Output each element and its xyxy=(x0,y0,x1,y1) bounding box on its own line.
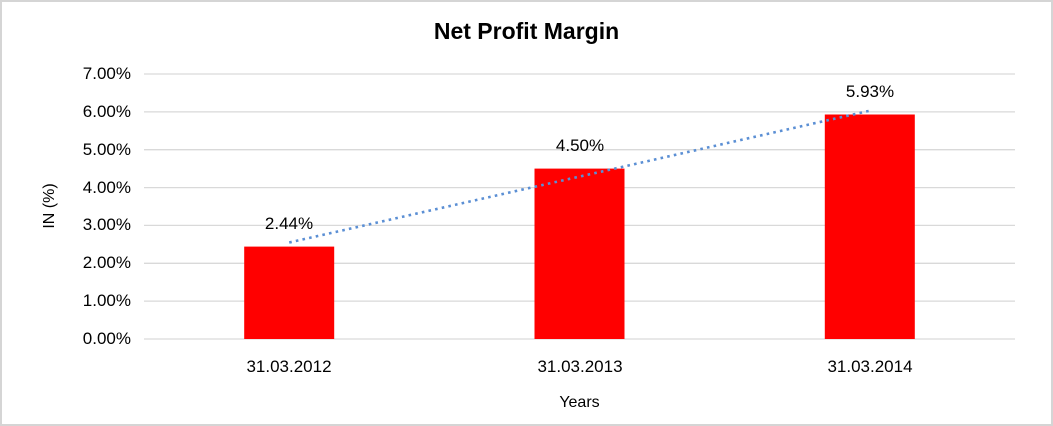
x-axis-title: Years xyxy=(559,394,600,411)
y-tick-label: 0.00% xyxy=(82,329,131,348)
y-tick-label: 3.00% xyxy=(82,215,131,234)
y-tick-label: 4.00% xyxy=(82,178,131,197)
bar-31.03.2014 xyxy=(824,114,915,339)
y-tick-label: 2.00% xyxy=(82,253,131,272)
chart-title: Net Profit Margin xyxy=(433,18,620,44)
x-category-label: 31.03.2014 xyxy=(827,357,913,376)
x-category-label: 31.03.2013 xyxy=(537,357,623,376)
bar-data-label: 5.93% xyxy=(845,82,895,101)
y-tick-label: 1.00% xyxy=(82,291,131,310)
y-tick-label: 5.00% xyxy=(82,140,131,159)
y-tick-label: 7.00% xyxy=(82,64,131,83)
y-tick-label: 6.00% xyxy=(82,102,131,121)
bar-31.03.2013 xyxy=(534,168,625,339)
bar-data-label: 4.50% xyxy=(555,136,605,155)
y-axis-title: IN (%) xyxy=(41,183,58,229)
x-category-label: 31.03.2012 xyxy=(246,357,332,376)
bar-31.03.2012 xyxy=(244,246,335,339)
bar-data-label: 2.44% xyxy=(264,214,314,233)
